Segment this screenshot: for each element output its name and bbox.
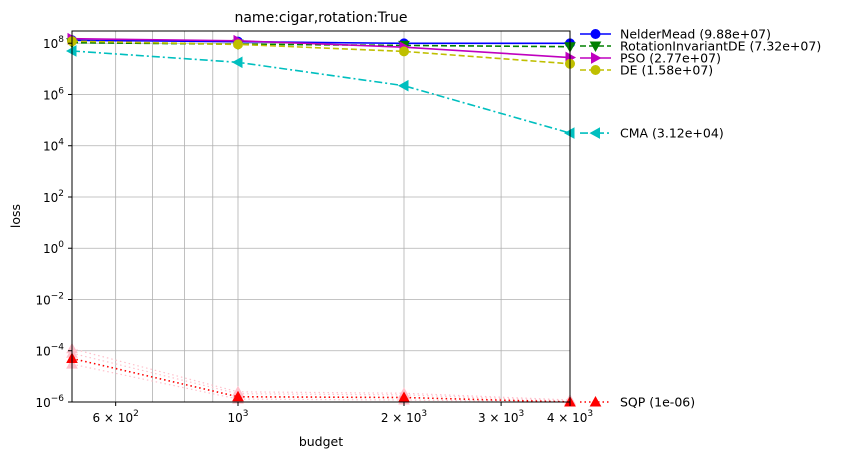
y-axis-label: loss: [8, 204, 23, 228]
series-point: [231, 56, 243, 69]
legend-label: SQP (1e-06): [620, 395, 695, 410]
series-line: [71, 40, 571, 65]
series-point: [398, 391, 410, 402]
legend-marker: [591, 52, 602, 64]
x-axis-ticks: 6 × 102 103 2 × 103 3 × 103 4 × 103: [92, 402, 593, 425]
legend-label: RotationInvariantDE (7.32e+07): [620, 39, 821, 54]
legend-label: CMA (3.12e+04): [620, 126, 724, 141]
x-tick-label: 2 × 103: [381, 409, 427, 425]
y-axis-ticks: 10−6 10−4 10−2 100 102 104 106 108: [35, 35, 72, 410]
legend-marker: [590, 29, 601, 39]
series-point: [397, 79, 409, 92]
plot-frame: [71, 30, 571, 403]
series-point: [232, 390, 244, 402]
x-tick-label: 6 × 102: [92, 409, 138, 425]
series-point: [233, 39, 243, 50]
y-tick-label: 102: [43, 189, 64, 205]
grid: [71, 31, 571, 403]
legend-marker: [590, 65, 601, 75]
legend-label: DE (1.58e+07): [620, 63, 713, 78]
legend-label: NelderMead (9.88e+07): [620, 27, 771, 42]
x-tick-label: 4 × 103: [547, 409, 593, 425]
series-4: [65, 45, 575, 139]
series-line: [71, 37, 571, 59]
series-line: [71, 357, 571, 403]
legend: NelderMead (9.88e+07)RotationInvariantDE…: [580, 27, 821, 410]
y-tick-label: 104: [43, 138, 64, 154]
y-tick-label: 10−4: [35, 343, 64, 359]
legend-marker: [589, 41, 602, 53]
series-layer: [65, 32, 577, 407]
faint-run-line: [72, 363, 570, 402]
y-tick-label: 106: [43, 86, 64, 102]
legend-label: PSO (2.77e+07): [620, 51, 721, 66]
chart-title: name:cigar,rotation:True: [234, 10, 407, 26]
y-tick-label: 10−2: [35, 291, 64, 307]
x-tick-label: 3 × 103: [478, 409, 524, 425]
series-point: [399, 46, 409, 57]
faint-run-line: [72, 352, 570, 402]
x-axis-label: budget: [299, 434, 343, 449]
faint-run-line: [72, 348, 570, 401]
y-tick-label: 100: [43, 240, 64, 256]
legend-marker: [589, 127, 600, 139]
y-tick-label: 10−6: [35, 394, 64, 410]
x-tick-label: 103: [227, 409, 248, 425]
legend-marker: [589, 395, 602, 407]
series-line: [71, 50, 571, 134]
series-line: [71, 39, 570, 45]
y-tick-label: 108: [43, 35, 64, 51]
